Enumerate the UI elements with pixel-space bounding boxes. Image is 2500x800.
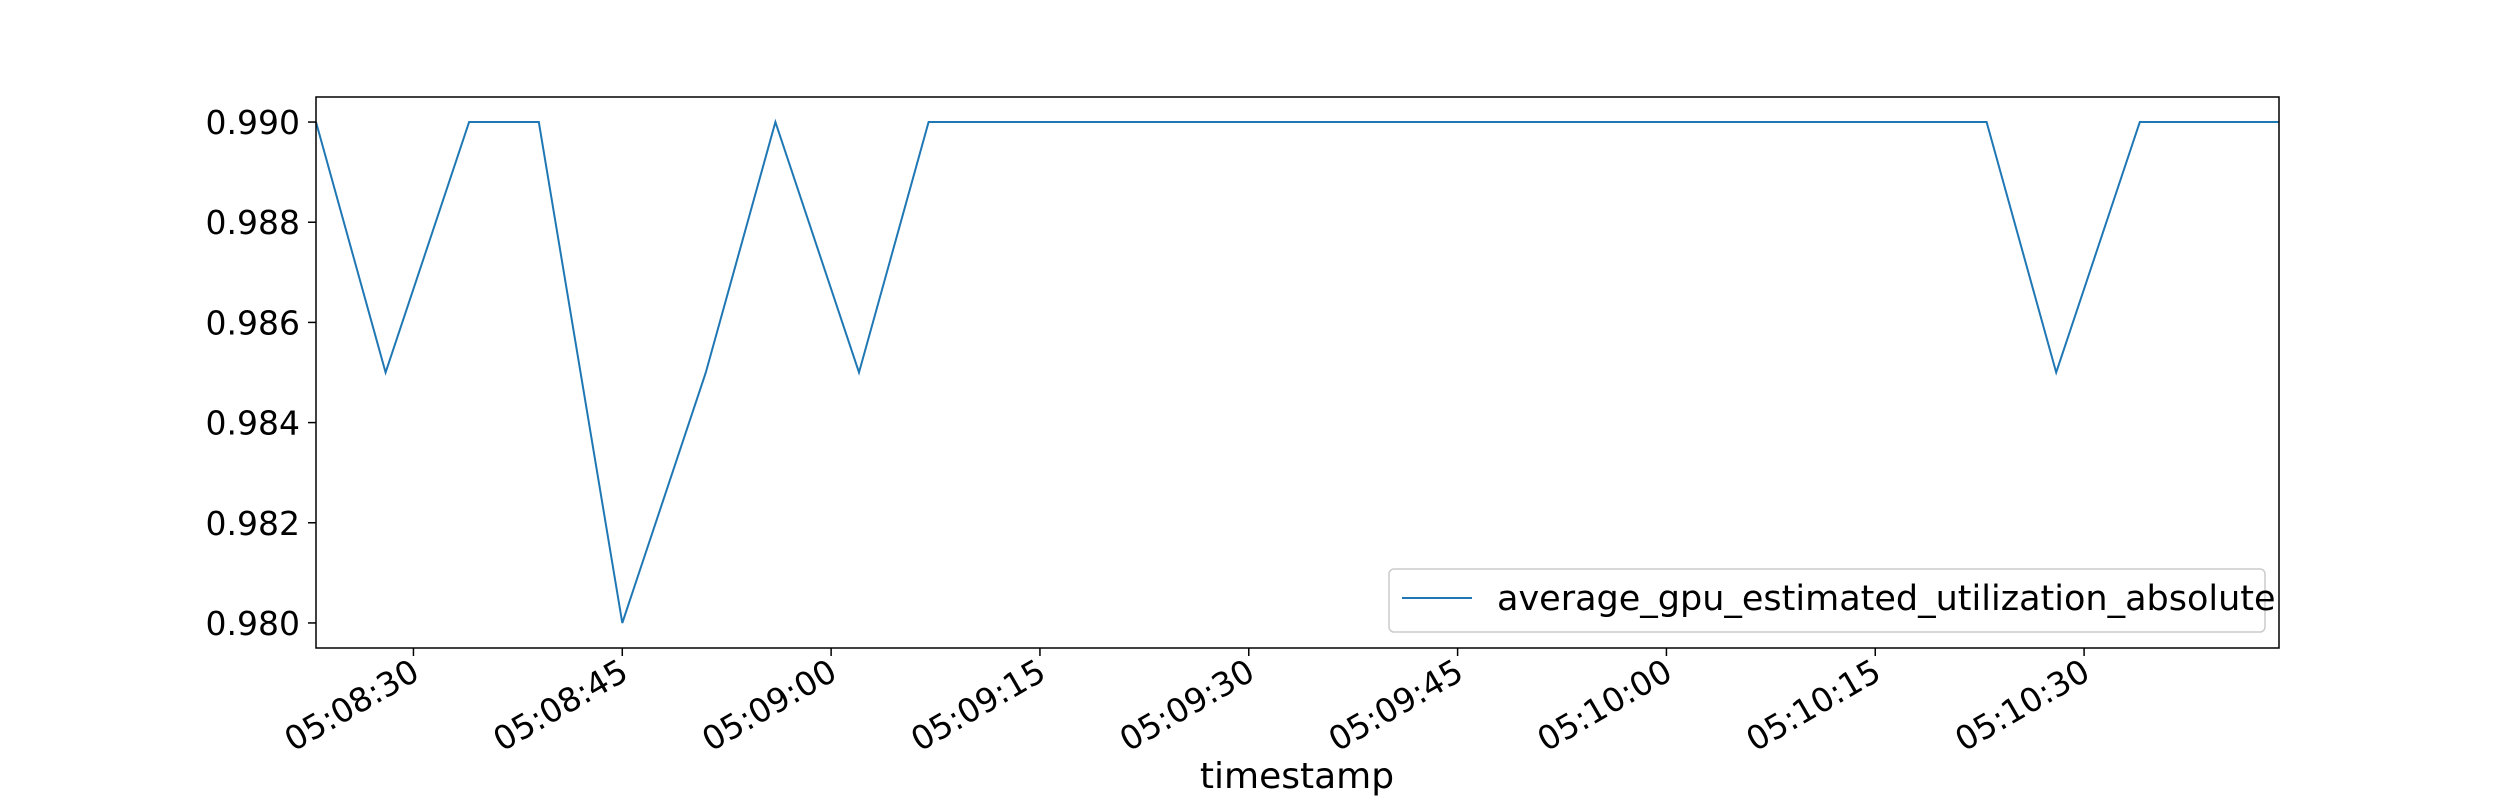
y-tick-label: 0.988 <box>206 203 300 242</box>
y-axis-ticks: 0.980 0.982 0.984 0.986 0.988 0.990 <box>206 103 316 643</box>
series-layer <box>315 118 2279 624</box>
y-tick-label: 0.980 <box>206 604 300 643</box>
y-tick-label: 0.982 <box>206 504 300 543</box>
legend-box <box>1388 568 2266 633</box>
y-tick-label: 0.990 <box>206 103 300 142</box>
legend-label: average_gpu_estimated_utilization_absolu… <box>1497 579 2276 619</box>
y-tick-label: 0.984 <box>206 404 300 443</box>
plot-area-border <box>315 96 2280 649</box>
y-tick-label: 0.986 <box>206 303 300 342</box>
legend: average_gpu_estimated_utilization_absolu… <box>1388 568 2276 633</box>
x-axis-label: timestamp <box>1200 756 1394 797</box>
series-line-0 <box>315 118 2279 624</box>
